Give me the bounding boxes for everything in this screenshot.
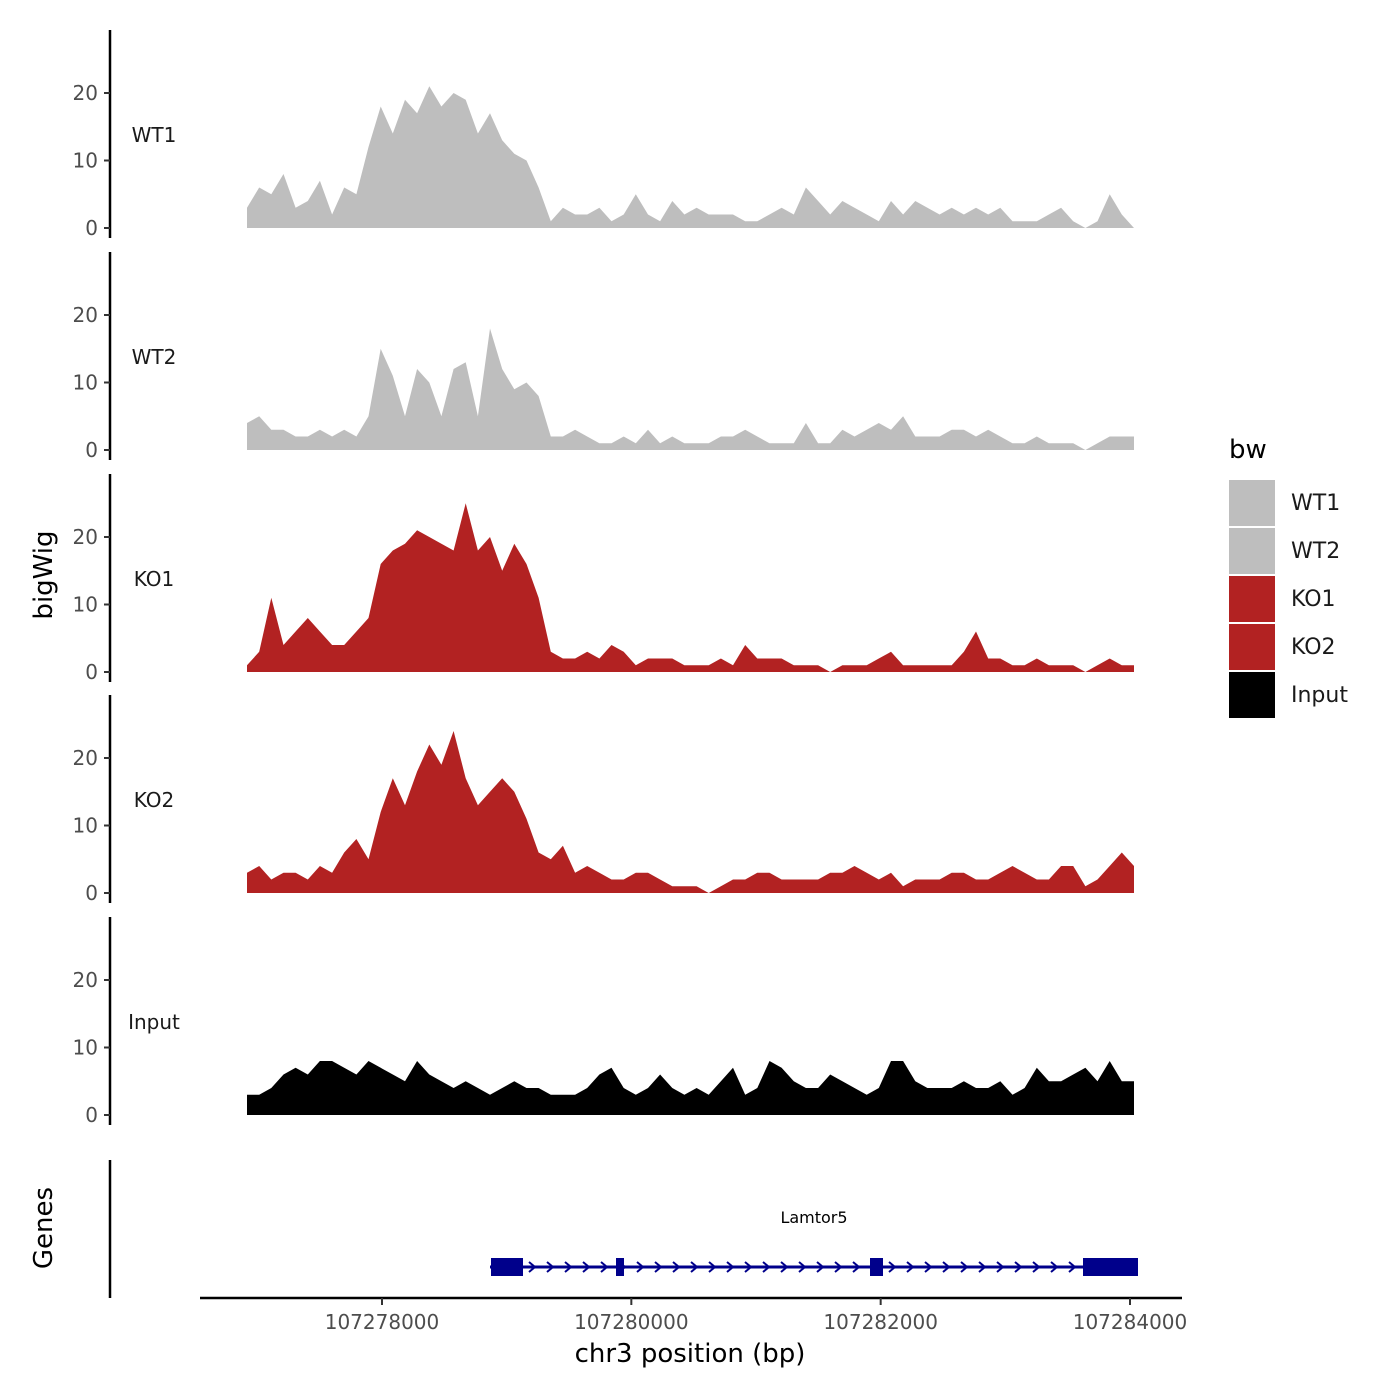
strand-chevron <box>888 1261 897 1273</box>
track-input: 0 10 20 Input <box>73 917 1134 1127</box>
y-tick-label: 20 <box>73 968 98 992</box>
legend: bw WT1 WT2 KO1 KO2 Input <box>1229 435 1348 718</box>
legend-key-input <box>1229 672 1275 718</box>
x-axis-title: chr3 position (bp) <box>575 1339 806 1369</box>
area-ko1 <box>247 503 1134 672</box>
y-tick-label: 20 <box>73 81 98 105</box>
area-wt2 <box>247 328 1134 450</box>
legend-key-wt2 <box>1229 528 1275 574</box>
strand-chevron <box>762 1261 771 1273</box>
legend-key-ko1 <box>1229 576 1275 622</box>
strand-chevron <box>852 1261 861 1273</box>
strand-chevron <box>1068 1261 1077 1273</box>
y-tick-label: 0 <box>85 660 98 684</box>
genes-axis-title: Genes <box>29 1187 59 1269</box>
strand-chevron <box>726 1261 735 1273</box>
gene-name-label: Lamtor5 <box>780 1208 847 1227</box>
strand-chevron <box>1050 1261 1059 1273</box>
y-tick-label: 0 <box>85 438 98 462</box>
strand-chevron <box>528 1261 537 1273</box>
gene-exon <box>870 1258 883 1276</box>
legend-label-wt1: WT1 <box>1291 491 1340 516</box>
strand-chevron <box>708 1261 717 1273</box>
area-ko2 <box>247 731 1134 893</box>
y-tick-label: 10 <box>73 149 98 173</box>
track-label: KO2 <box>134 788 175 812</box>
strand-chevron <box>942 1261 951 1273</box>
x-tick-label: 107278000 <box>325 1310 440 1334</box>
strand-chevron <box>1014 1261 1023 1273</box>
y-tick-label: 20 <box>73 746 98 770</box>
strand-chevron <box>834 1261 843 1273</box>
gene-exon <box>616 1258 624 1276</box>
legend-title: bw <box>1229 435 1267 465</box>
track-label: Input <box>128 1010 180 1034</box>
legend-key-wt1 <box>1229 480 1275 526</box>
x-tick-label: 107282000 <box>823 1310 938 1334</box>
strand-chevron <box>798 1261 807 1273</box>
legend-label-ko1: KO1 <box>1291 587 1336 612</box>
gene-panel: Lamtor5 <box>108 1160 1138 1298</box>
legend-label-wt2: WT2 <box>1291 539 1340 564</box>
strand-chevron <box>690 1261 699 1273</box>
y-tick-label: 10 <box>73 593 98 617</box>
gene-exon <box>1083 1258 1138 1276</box>
strand-chevron <box>906 1261 915 1273</box>
area-wt1 <box>247 86 1134 228</box>
y-tick-label: 0 <box>85 881 98 905</box>
strand-chevron <box>564 1261 573 1273</box>
track-label: WT2 <box>132 345 177 369</box>
strand-chevron <box>546 1261 555 1273</box>
strand-chevron <box>582 1261 591 1273</box>
x-tick-label: 107284000 <box>1073 1310 1188 1334</box>
track-panels: 0 10 20 WT1 0 10 20 WT2 0 10 20 KO1 0 10 20 KO2 0 10 20 Inp… <box>73 30 1134 1127</box>
legend-label-ko2: KO2 <box>1291 635 1336 660</box>
strand-chevron <box>816 1261 825 1273</box>
track-label: WT1 <box>132 123 177 147</box>
strand-chevron <box>1032 1261 1041 1273</box>
strand-chevron <box>672 1261 681 1273</box>
strand-chevron <box>636 1261 645 1273</box>
y-tick-label: 0 <box>85 1103 98 1127</box>
track-wt1: 0 10 20 WT1 <box>73 30 1134 240</box>
x-axis: 107278000 107280000 107282000 107284000 <box>200 1296 1188 1334</box>
track-wt2: 0 10 20 WT2 <box>73 252 1134 462</box>
area-input <box>247 1061 1134 1115</box>
track-ko2: 0 10 20 KO2 <box>73 695 1134 905</box>
track-label: KO1 <box>134 567 175 591</box>
y-tick-label: 10 <box>73 1036 98 1060</box>
y-axis-title: bigWig <box>29 530 59 619</box>
strand-chevron <box>744 1261 753 1273</box>
strand-chevron <box>654 1261 663 1273</box>
strand-chevron <box>780 1261 789 1273</box>
y-tick-label: 0 <box>85 216 98 240</box>
x-tick-label: 107280000 <box>574 1310 689 1334</box>
strand-chevron <box>996 1261 1005 1273</box>
strand-chevron <box>960 1261 969 1273</box>
y-tick-label: 10 <box>73 371 98 395</box>
strand-chevron <box>600 1261 609 1273</box>
track-ko1: 0 10 20 KO1 <box>73 474 1134 684</box>
gene-exon <box>491 1258 523 1276</box>
legend-label-input: Input <box>1291 683 1348 708</box>
y-tick-label: 20 <box>73 525 98 549</box>
legend-key-ko2 <box>1229 624 1275 670</box>
y-tick-label: 20 <box>73 303 98 327</box>
strand-chevron <box>978 1261 987 1273</box>
strand-chevron <box>924 1261 933 1273</box>
y-tick-label: 10 <box>73 814 98 838</box>
